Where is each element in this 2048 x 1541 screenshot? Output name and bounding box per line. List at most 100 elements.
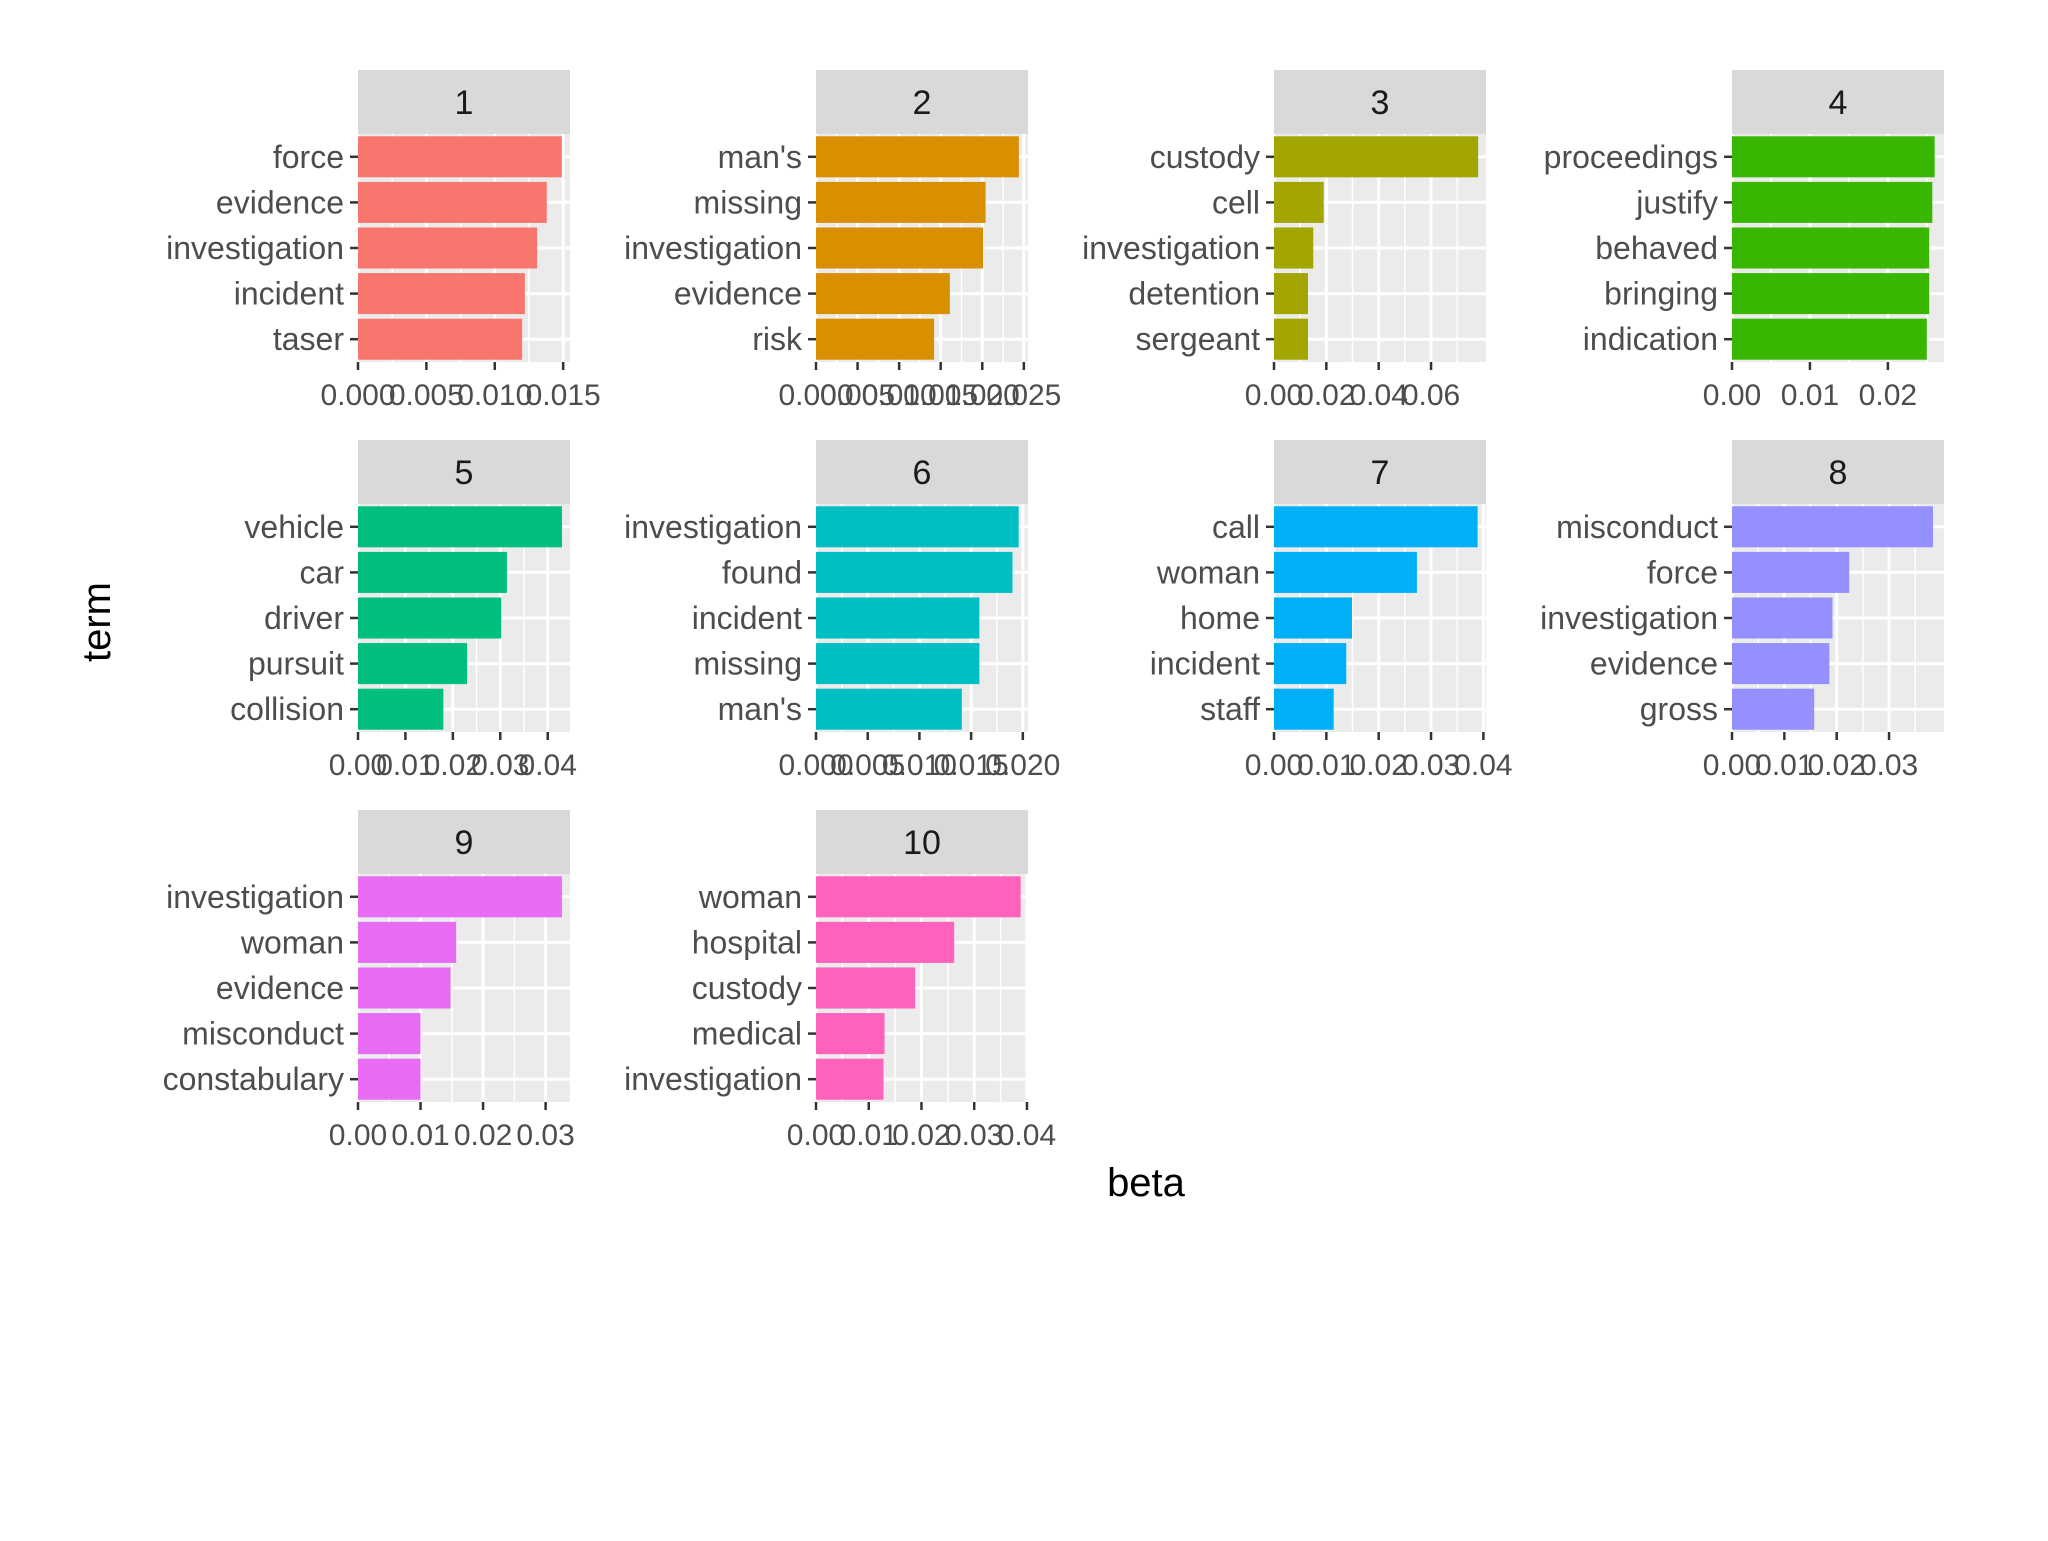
bar (816, 1058, 884, 1100)
facet-strip (816, 70, 1028, 134)
bar (816, 967, 916, 1009)
y-tick-label: bringing (1604, 276, 1718, 312)
bar (1732, 506, 1934, 548)
bar (1274, 227, 1314, 269)
facet-strip (816, 440, 1028, 504)
bar (1274, 688, 1334, 730)
y-axis-title: term (75, 582, 119, 662)
facet-strip (1732, 70, 1944, 134)
facet-strip-label: 5 (455, 454, 474, 492)
y-tick-label: justify (1635, 184, 1718, 220)
bar (358, 227, 538, 269)
y-tick-label: gross (1640, 691, 1718, 727)
y-tick-label: evidence (1590, 646, 1718, 682)
y-tick-label: woman (1156, 554, 1260, 590)
y-tick-label: incident (234, 276, 344, 312)
y-tick-label: man's (718, 691, 802, 727)
bar (816, 688, 962, 730)
x-tick-label: 0.01 (376, 749, 434, 782)
bar (358, 597, 502, 639)
y-tick-label: proceedings (1544, 139, 1718, 175)
bar (1732, 273, 1930, 315)
x-tick-label: 0.02 (424, 749, 482, 782)
x-tick-label: 0.03 (516, 1119, 574, 1152)
x-tick-label: 0.04 (1349, 379, 1407, 412)
y-tick-label: man's (718, 139, 802, 175)
y-tick-label: medical (692, 1016, 802, 1052)
facet-strip (358, 70, 570, 134)
x-tick-label: 0.06 (1402, 379, 1460, 412)
facet-strip-label: 7 (1371, 454, 1390, 492)
bar (1274, 551, 1417, 593)
facet-strip (816, 810, 1028, 874)
facet-strip-label: 9 (455, 824, 474, 862)
y-tick-label: investigation (624, 509, 802, 545)
y-tick-label: indication (1583, 321, 1718, 357)
bar (816, 876, 1021, 918)
y-tick-label: vehicle (244, 509, 344, 545)
x-tick-label: 0.015 (526, 379, 601, 412)
y-tick-label: collision (230, 691, 344, 727)
y-tick-label: found (722, 554, 802, 590)
bar (1732, 688, 1815, 730)
bar (816, 1013, 885, 1055)
x-tick-label: 0.04 (519, 749, 577, 782)
x-tick-label: 0.00 (1245, 379, 1303, 412)
y-tick-label: woman (698, 879, 802, 915)
y-tick-label: investigation (166, 230, 344, 266)
facet-strip (358, 440, 570, 504)
facet-strip-label: 2 (913, 84, 932, 122)
x-tick-label: 0.000 (778, 379, 853, 412)
x-tick-label: 0.000 (320, 379, 395, 412)
y-tick-label: pursuit (248, 646, 344, 682)
y-tick-label: call (1212, 509, 1260, 545)
x-tick-label: 0.005 (820, 379, 895, 412)
bar (358, 318, 523, 360)
x-tick-label: 0.03 (1402, 749, 1460, 782)
y-tick-label: missing (694, 184, 802, 220)
bar (1732, 597, 1833, 639)
x-tick-label: 0.005 (830, 749, 905, 782)
facet-strip (1274, 70, 1486, 134)
x-tick-label: 0.000 (778, 749, 853, 782)
y-tick-label: detention (1128, 276, 1260, 312)
bar (1732, 181, 1933, 223)
bar (1274, 597, 1352, 639)
x-tick-label: 0.015 (903, 379, 978, 412)
bar (1732, 227, 1930, 269)
bar (816, 136, 1019, 178)
bar (816, 643, 980, 685)
facet-strip-label: 8 (1829, 454, 1848, 492)
y-tick-label: missing (694, 646, 802, 682)
y-tick-label: car (300, 554, 345, 590)
bar (1732, 136, 1935, 178)
bar (358, 273, 525, 315)
bar (358, 136, 562, 178)
x-tick-label: 0.02 (1349, 749, 1407, 782)
y-tick-label: incident (692, 600, 802, 636)
x-tick-label: 0.01 (1297, 749, 1355, 782)
y-tick-label: custody (692, 970, 802, 1006)
bar (816, 181, 986, 223)
facet-strip-label: 6 (913, 454, 932, 492)
y-tick-label: custody (1150, 139, 1260, 175)
x-tick-label: 0.00 (1245, 749, 1303, 782)
bar (816, 227, 984, 269)
y-tick-label: investigation (624, 230, 802, 266)
bar (816, 921, 955, 963)
x-tick-label: 0.010 (882, 749, 957, 782)
x-tick-label: 0.01 (391, 1119, 449, 1152)
x-tick-label: 0.00 (1703, 749, 1761, 782)
bar (358, 506, 562, 548)
x-tick-label: 0.03 (1860, 749, 1918, 782)
bar (1732, 643, 1830, 685)
facet-strip-label: 1 (455, 84, 474, 122)
y-tick-label: evidence (674, 276, 802, 312)
bar (358, 551, 507, 593)
y-tick-label: investigation (166, 879, 344, 915)
bar (358, 921, 457, 963)
y-tick-label: force (273, 139, 344, 175)
x-tick-label: 0.005 (389, 379, 464, 412)
bar (358, 688, 444, 730)
